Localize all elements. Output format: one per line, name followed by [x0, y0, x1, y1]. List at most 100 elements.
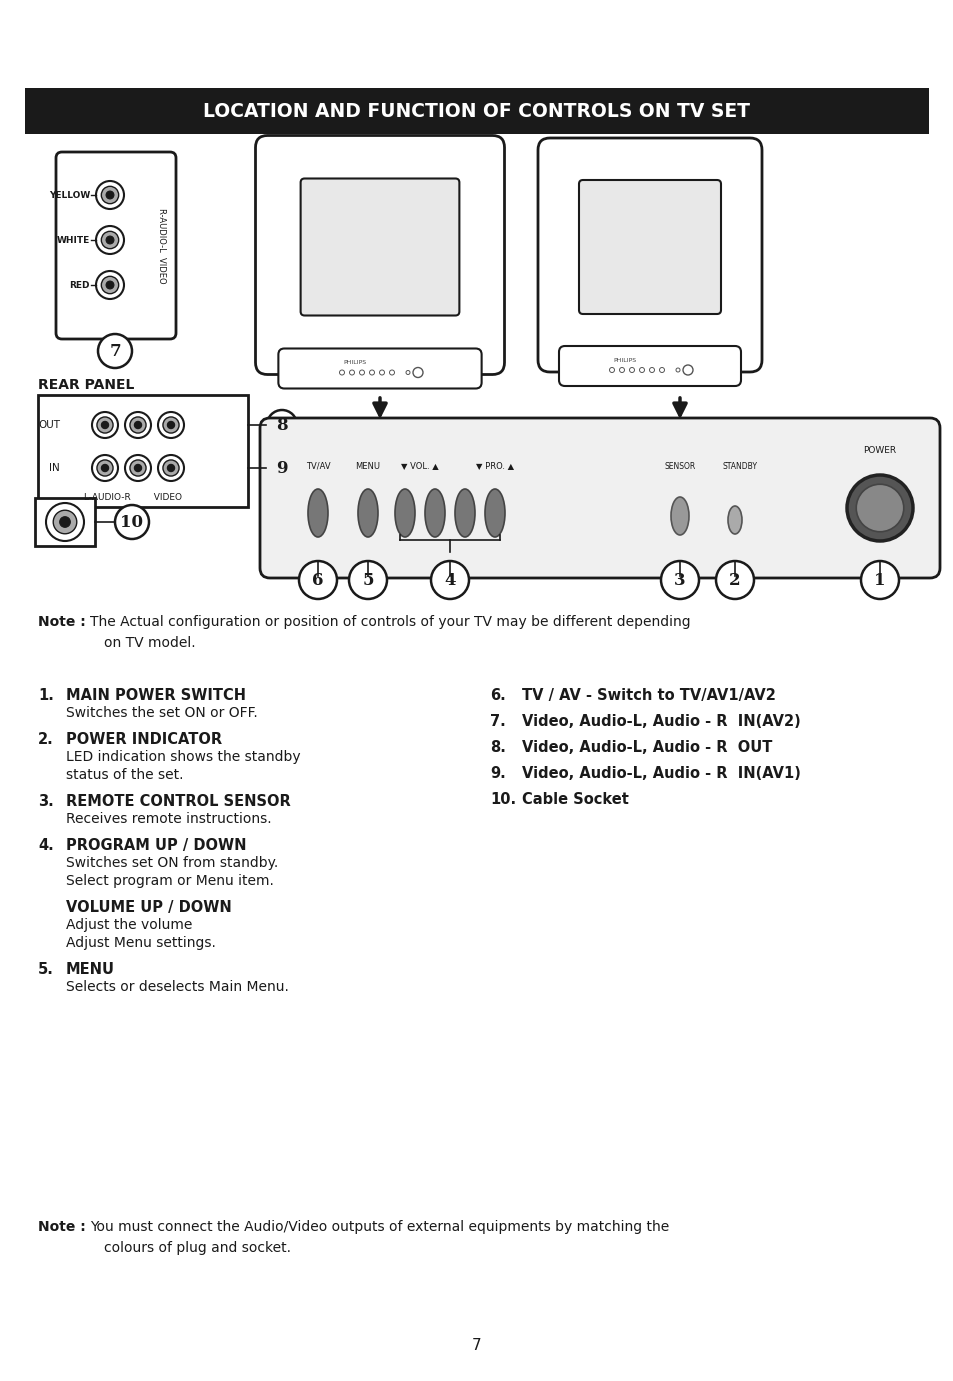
- Ellipse shape: [484, 489, 504, 537]
- Ellipse shape: [424, 489, 444, 537]
- FancyBboxPatch shape: [537, 138, 761, 371]
- Text: 10: 10: [120, 514, 143, 530]
- Text: Selects or deselects Main Menu.: Selects or deselects Main Menu.: [66, 981, 289, 994]
- FancyBboxPatch shape: [300, 178, 459, 315]
- Text: 2.: 2.: [38, 732, 53, 747]
- Text: POWER INDICATOR: POWER INDICATOR: [66, 732, 222, 747]
- Text: Note :: Note :: [38, 615, 86, 628]
- Text: REMOTE CONTROL SENSOR: REMOTE CONTROL SENSOR: [66, 794, 291, 809]
- Ellipse shape: [308, 489, 328, 537]
- Text: Adjust the volume: Adjust the volume: [66, 918, 193, 932]
- Circle shape: [96, 226, 124, 254]
- Text: 7: 7: [472, 1338, 481, 1352]
- Circle shape: [125, 454, 151, 481]
- Text: WHITE: WHITE: [56, 236, 90, 244]
- Ellipse shape: [455, 489, 475, 537]
- Circle shape: [101, 232, 118, 249]
- Text: 7.: 7.: [490, 714, 505, 729]
- Text: MAIN POWER SWITCH: MAIN POWER SWITCH: [66, 688, 246, 703]
- Text: VOLUME UP / DOWN: VOLUME UP / DOWN: [66, 900, 232, 916]
- Text: Cable Socket: Cable Socket: [521, 791, 628, 807]
- Text: 6.: 6.: [490, 688, 505, 703]
- Text: Video, Audio-L, Audio - R  IN(AV1): Video, Audio-L, Audio - R IN(AV1): [521, 766, 800, 782]
- Text: STANDBY: STANDBY: [721, 461, 757, 471]
- Circle shape: [660, 561, 699, 599]
- Circle shape: [167, 421, 174, 428]
- Circle shape: [96, 271, 124, 300]
- Text: ▼ PRO. ▲: ▼ PRO. ▲: [476, 461, 514, 471]
- Text: The Actual configuration or position of controls of your TV may be different dep: The Actual configuration or position of …: [90, 615, 690, 628]
- FancyBboxPatch shape: [578, 180, 720, 313]
- Circle shape: [60, 516, 71, 528]
- Text: on TV model.: on TV model.: [104, 637, 195, 650]
- Circle shape: [106, 236, 113, 244]
- Text: 5.: 5.: [38, 963, 53, 976]
- Text: Receives remote instructions.: Receives remote instructions.: [66, 812, 272, 826]
- Text: SENSOR: SENSOR: [663, 461, 695, 471]
- Circle shape: [846, 475, 912, 541]
- FancyBboxPatch shape: [260, 418, 939, 579]
- Circle shape: [167, 464, 174, 472]
- Circle shape: [125, 412, 151, 438]
- Circle shape: [97, 417, 113, 434]
- Text: PHILIPS: PHILIPS: [343, 360, 366, 365]
- Text: 8: 8: [276, 417, 288, 434]
- Text: 9: 9: [276, 460, 288, 476]
- Bar: [25, 88, 928, 134]
- Circle shape: [431, 561, 469, 599]
- Text: 10.: 10.: [490, 791, 516, 807]
- Ellipse shape: [357, 489, 377, 537]
- Text: MENU: MENU: [66, 963, 115, 976]
- Text: colours of plug and socket.: colours of plug and socket.: [104, 1242, 291, 1255]
- Bar: [38, 395, 248, 507]
- Circle shape: [134, 421, 141, 428]
- Circle shape: [267, 453, 296, 483]
- FancyBboxPatch shape: [56, 152, 175, 338]
- Text: YELLOW: YELLOW: [49, 191, 90, 199]
- Circle shape: [96, 181, 124, 209]
- Circle shape: [861, 561, 898, 599]
- Text: REAR PANEL: REAR PANEL: [38, 378, 134, 392]
- Circle shape: [158, 454, 184, 481]
- Text: MENU: MENU: [355, 461, 380, 471]
- Circle shape: [130, 417, 146, 434]
- Circle shape: [115, 505, 149, 539]
- Circle shape: [98, 334, 132, 367]
- Text: Note :: Note :: [38, 1219, 86, 1235]
- Circle shape: [106, 191, 113, 199]
- Text: 4: 4: [444, 572, 456, 588]
- Text: 5: 5: [362, 572, 374, 588]
- FancyBboxPatch shape: [558, 347, 740, 387]
- Text: R-AUDIO-L  VIDEO: R-AUDIO-L VIDEO: [157, 207, 167, 283]
- Text: POWER: POWER: [862, 446, 896, 454]
- Text: 1.: 1.: [38, 688, 53, 703]
- Text: 6: 6: [312, 572, 323, 588]
- Circle shape: [46, 503, 84, 541]
- Circle shape: [53, 510, 76, 534]
- Text: Video, Audio-L, Audio - R  IN(AV2): Video, Audio-L, Audio - R IN(AV2): [521, 714, 800, 729]
- Circle shape: [163, 460, 179, 476]
- Text: TV / AV - Switch to TV/AV1/AV2: TV / AV - Switch to TV/AV1/AV2: [521, 688, 775, 703]
- Circle shape: [298, 561, 336, 599]
- Text: status of the set.: status of the set.: [66, 768, 183, 782]
- Circle shape: [856, 485, 902, 532]
- Circle shape: [97, 460, 113, 476]
- Circle shape: [106, 282, 113, 289]
- Circle shape: [716, 561, 753, 599]
- Circle shape: [91, 454, 118, 481]
- Text: PHILIPS: PHILIPS: [613, 358, 636, 362]
- Text: Adjust Menu settings.: Adjust Menu settings.: [66, 936, 215, 950]
- Text: Video, Audio-L, Audio - R  OUT: Video, Audio-L, Audio - R OUT: [521, 740, 772, 755]
- Circle shape: [101, 421, 109, 428]
- Text: L-AUDIO-R        VIDEO: L-AUDIO-R VIDEO: [84, 493, 182, 501]
- Text: 3: 3: [674, 572, 685, 588]
- Text: 9.: 9.: [490, 766, 505, 782]
- Text: 1: 1: [873, 572, 884, 588]
- Circle shape: [163, 417, 179, 434]
- Text: LOCATION AND FUNCTION OF CONTROLS ON TV SET: LOCATION AND FUNCTION OF CONTROLS ON TV …: [203, 101, 750, 120]
- Text: IN: IN: [50, 463, 60, 474]
- Ellipse shape: [395, 489, 415, 537]
- Text: LED indication shows the standby: LED indication shows the standby: [66, 750, 300, 764]
- Circle shape: [267, 410, 296, 441]
- FancyBboxPatch shape: [278, 348, 481, 388]
